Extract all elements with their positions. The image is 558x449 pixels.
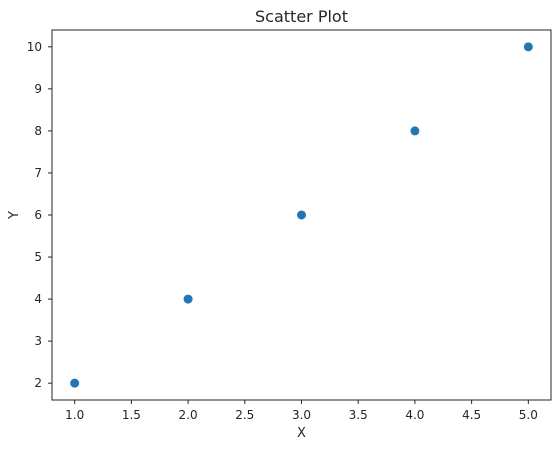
x-tick-label: 2.5	[235, 408, 254, 422]
y-tick-label: 10	[27, 40, 42, 54]
scatter-point	[297, 210, 306, 220]
x-tick-label: 4.0	[405, 408, 424, 422]
scatter-point	[70, 378, 80, 388]
scatter-point	[410, 126, 420, 136]
data-points	[70, 42, 533, 388]
chart-title: Scatter Plot	[255, 7, 348, 26]
x-tick-label: 3.0	[292, 408, 311, 422]
y-tick-label: 3	[34, 334, 42, 348]
x-tick-label: 5.0	[519, 408, 538, 422]
x-tick-label: 1.0	[65, 408, 84, 422]
y-axis-label: Y	[7, 211, 22, 220]
y-tick-label: 5	[34, 250, 42, 264]
y-tick-label: 2	[34, 376, 42, 390]
y-tick-label: 9	[34, 82, 42, 96]
y-tick-label: 4	[34, 292, 42, 306]
x-axis-label: X	[297, 426, 306, 441]
x-tick-label: 3.5	[349, 408, 368, 422]
x-tick-label: 2.0	[179, 408, 198, 422]
y-tick-label: 7	[34, 166, 42, 180]
y-tick-label: 6	[34, 208, 42, 222]
scatter-point	[523, 42, 533, 52]
x-tick-label: 4.5	[462, 408, 481, 422]
scatter-point	[183, 294, 193, 304]
y-axis: 2 3 4 5 6 7 8 9 10	[27, 40, 52, 390]
x-tick-label: 1.5	[122, 408, 141, 422]
x-axis: 1.0 1.5 2.0 2.5 3.0 3.5 4.0 4.5 5.0	[65, 400, 538, 422]
y-tick-label: 8	[34, 124, 42, 138]
